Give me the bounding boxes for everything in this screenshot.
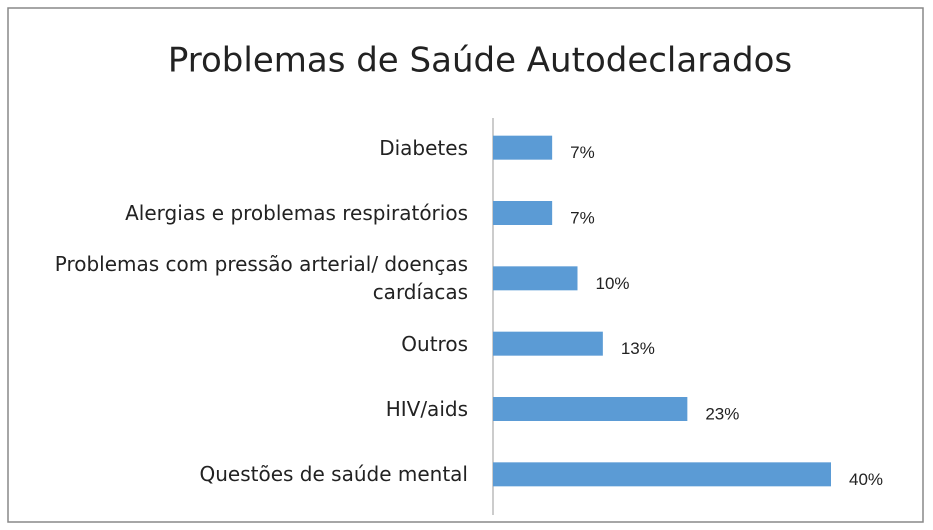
category-label: HIV/aids xyxy=(385,397,468,421)
category-label: Questões de saúde mental xyxy=(199,462,469,487)
bar xyxy=(493,266,578,291)
bar xyxy=(493,135,553,160)
bar xyxy=(493,331,603,356)
value-label: 23% xyxy=(705,404,739,423)
bar xyxy=(493,201,553,225)
value-label: 10% xyxy=(596,274,630,293)
category-label: Problemas com pressão arterial/ doenças … xyxy=(54,252,468,305)
category-label: Alergias e problemas respiratórios xyxy=(125,201,468,225)
value-label: 13% xyxy=(621,339,655,358)
value-label: 7% xyxy=(570,143,595,162)
bar xyxy=(493,397,688,421)
value-label: 40% xyxy=(849,470,883,489)
chart-frame xyxy=(7,7,924,523)
category-label: Diabetes xyxy=(379,135,468,160)
value-label: 7% xyxy=(570,208,595,227)
chart-title: Problemas de Saúde Autodeclarados xyxy=(168,41,792,81)
bar xyxy=(493,462,831,487)
category-label: Outros xyxy=(401,331,468,356)
